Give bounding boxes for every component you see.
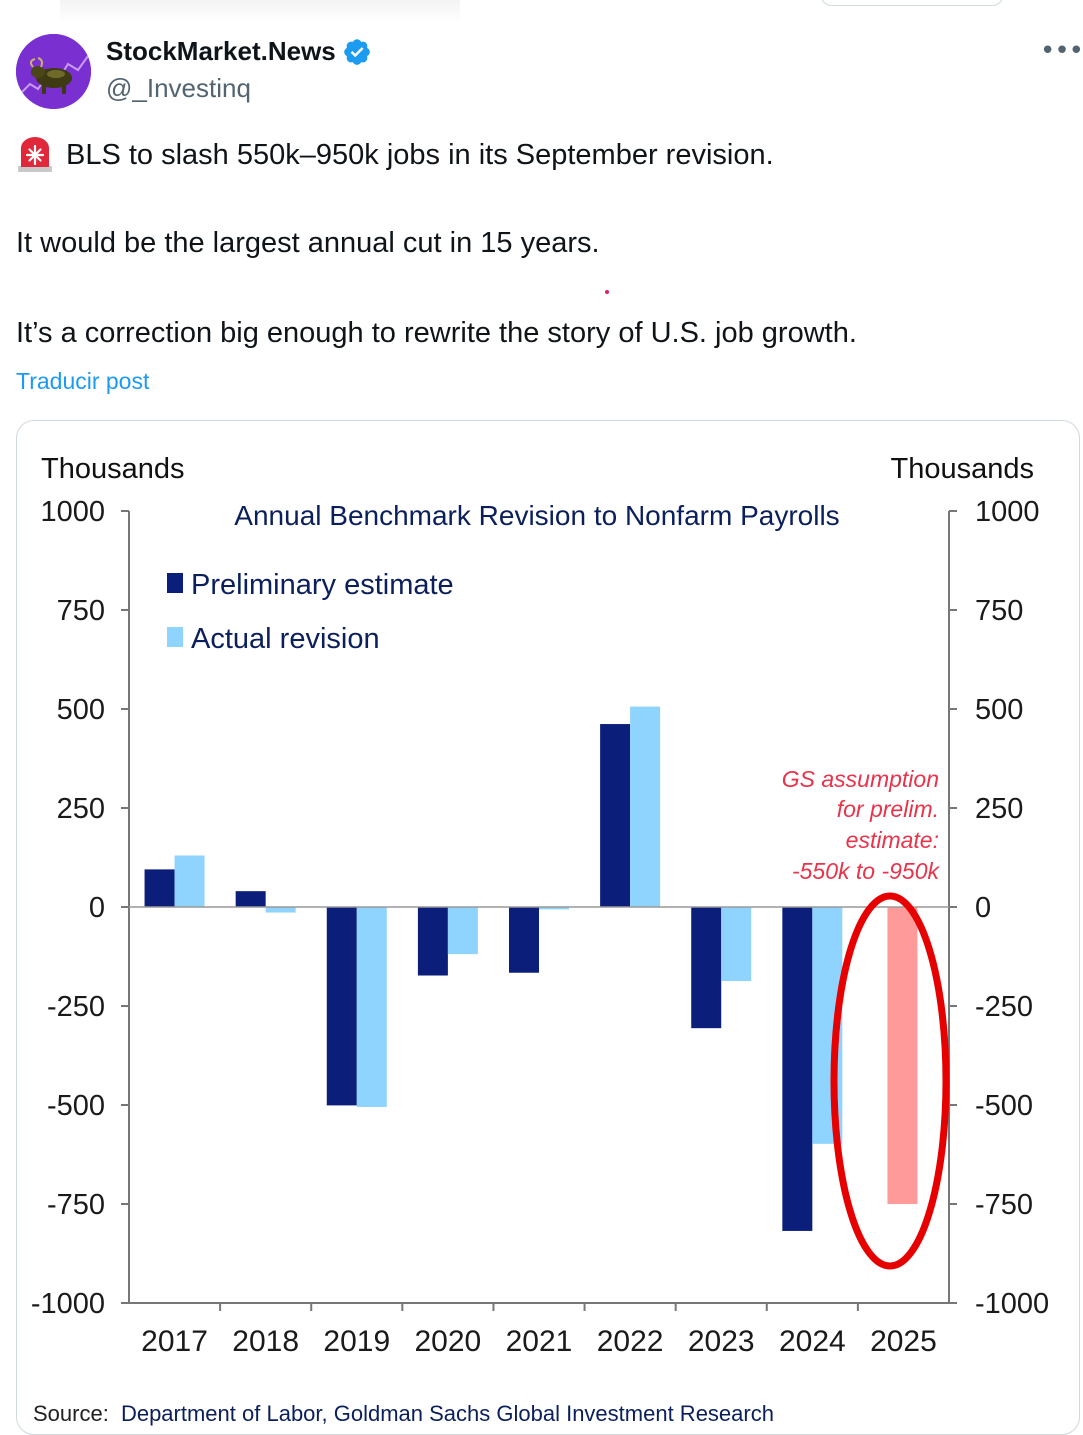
y-tick-label-left-250: 250 <box>57 793 105 825</box>
avatar[interactable] <box>16 34 91 109</box>
y-tick-label-left--1000: -1000 <box>31 1288 105 1320</box>
x-tick-label-2024: 2024 <box>779 1325 846 1358</box>
source-label: Source: Department of Labor, Goldman Sac… <box>33 1401 774 1426</box>
x-tick-label-2019: 2019 <box>323 1325 390 1358</box>
bull-statue-icon <box>16 34 91 109</box>
axes-group: 2017 2018 2019 2020 2021 2022 2023 2024 2025 1000… <box>31 496 1049 1358</box>
legend-swatch-actual <box>167 627 183 647</box>
bar-preliminary-2023 <box>691 907 722 1029</box>
bar-preliminary-2024 <box>782 907 813 1231</box>
bars-group <box>144 706 918 1231</box>
bar-preliminary-2018 <box>235 891 266 907</box>
ellipsis-icon: ••• <box>1040 36 1083 66</box>
annotation-line-3: estimate: <box>846 827 939 853</box>
bar-actual-2017 <box>174 855 205 907</box>
bar-actual-2019 <box>356 907 387 1107</box>
stray-red-dot <box>605 290 609 294</box>
annotation-line-2: for prelim. <box>837 796 939 822</box>
x-tick-label-2018: 2018 <box>232 1325 299 1358</box>
y-tick-label-right-250: 250 <box>975 793 1023 825</box>
y-tick-label-right--1000: -1000 <box>975 1288 1049 1320</box>
y-tick-label-left-0: 0 <box>89 892 105 924</box>
bar-preliminary-2022 <box>600 724 631 907</box>
bar-preliminary-2020 <box>417 907 448 976</box>
x-tick-label-2020: 2020 <box>415 1325 482 1358</box>
post-line-1-text: BLS to slash 550k–950k jobs in its Septe… <box>66 138 774 171</box>
legend-swatch-preliminary <box>167 573 183 593</box>
y-tick-label-left-1000: 1000 <box>40 496 105 528</box>
author-block: StockMarket.News @_Investinq <box>106 36 372 104</box>
x-tick-label-2017: 2017 <box>141 1325 208 1358</box>
post-line-2: It would be the largest annual cut in 15… <box>16 227 600 259</box>
annotation-line-4: -550k to -950k <box>792 858 941 884</box>
bar-preliminary-2021 <box>509 907 539 973</box>
post-line-1: BLS to slash 550k–950k jobs in its Septe… <box>16 136 1066 174</box>
legend-label-preliminary: Preliminary estimate <box>191 569 454 601</box>
verified-badge-icon[interactable] <box>342 37 372 67</box>
x-tick-label-2023: 2023 <box>688 1325 755 1358</box>
y-tick-label-right--750: -750 <box>975 1189 1033 1221</box>
bar-assumption-2025 <box>887 907 918 1204</box>
y-tick-label-right--500: -500 <box>975 1090 1033 1122</box>
y-tick-label-right--250: -250 <box>975 991 1033 1023</box>
chart-image[interactable]: Thousands Thousands Annual Benchmark Rev… <box>16 420 1080 1435</box>
y-tick-label-right-500: 500 <box>975 694 1023 726</box>
display-name[interactable]: StockMarket.News <box>106 36 336 66</box>
bar-preliminary-2019 <box>326 907 357 1106</box>
right-axis-unit: Thousands <box>891 453 1035 485</box>
bar-preliminary-2017 <box>144 869 175 907</box>
left-axis-unit: Thousands <box>41 453 185 485</box>
y-tick-label-left--500: -500 <box>47 1090 105 1122</box>
translate-post-link[interactable]: Traducir post <box>16 368 150 394</box>
source-text: Department of Labor, Goldman Sachs Globa… <box>121 1401 774 1426</box>
previous-post-pill <box>820 0 1004 6</box>
y-tick-label-left--750: -750 <box>47 1189 105 1221</box>
bar-actual-2020 <box>447 907 478 955</box>
y-tick-label-right-0: 0 <box>975 892 991 924</box>
y-tick-label-left--250: -250 <box>47 991 105 1023</box>
x-tick-label-2021: 2021 <box>506 1325 573 1358</box>
annotation-line-1: GS assumption <box>782 766 939 792</box>
y-tick-label-left-750: 750 <box>57 595 105 627</box>
handle[interactable]: @_Investinq <box>106 73 251 103</box>
bar-actual-2022 <box>630 706 661 907</box>
highlight-ring <box>830 892 950 1270</box>
y-tick-label-right-750: 750 <box>975 595 1023 627</box>
bar-actual-2018 <box>265 907 296 913</box>
gs-annotation: GS assumption for prelim. estimate: -550… <box>782 766 941 884</box>
previous-post-fade <box>60 0 460 22</box>
x-tick-label-2022: 2022 <box>597 1325 664 1358</box>
chart-title: Annual Benchmark Revision to Nonfarm Pay… <box>234 500 839 531</box>
y-tick-label-right-1000: 1000 <box>975 496 1040 528</box>
post-line-3: It’s a correction big enough to rewrite … <box>16 317 857 349</box>
bar-actual-2021 <box>539 907 569 910</box>
bar-actual-2023 <box>721 907 752 982</box>
x-tick-label-2025: 2025 <box>870 1325 937 1358</box>
y-tick-label-left-500: 500 <box>57 694 105 726</box>
legend-label-actual: Actual revision <box>191 623 380 655</box>
more-options-button[interactable]: ••• <box>1040 36 1083 66</box>
chart-svg: Thousands Thousands Annual Benchmark Rev… <box>31 453 1049 1426</box>
source-prefix: Source: <box>33 1401 109 1426</box>
rotating-light-icon <box>18 137 52 172</box>
